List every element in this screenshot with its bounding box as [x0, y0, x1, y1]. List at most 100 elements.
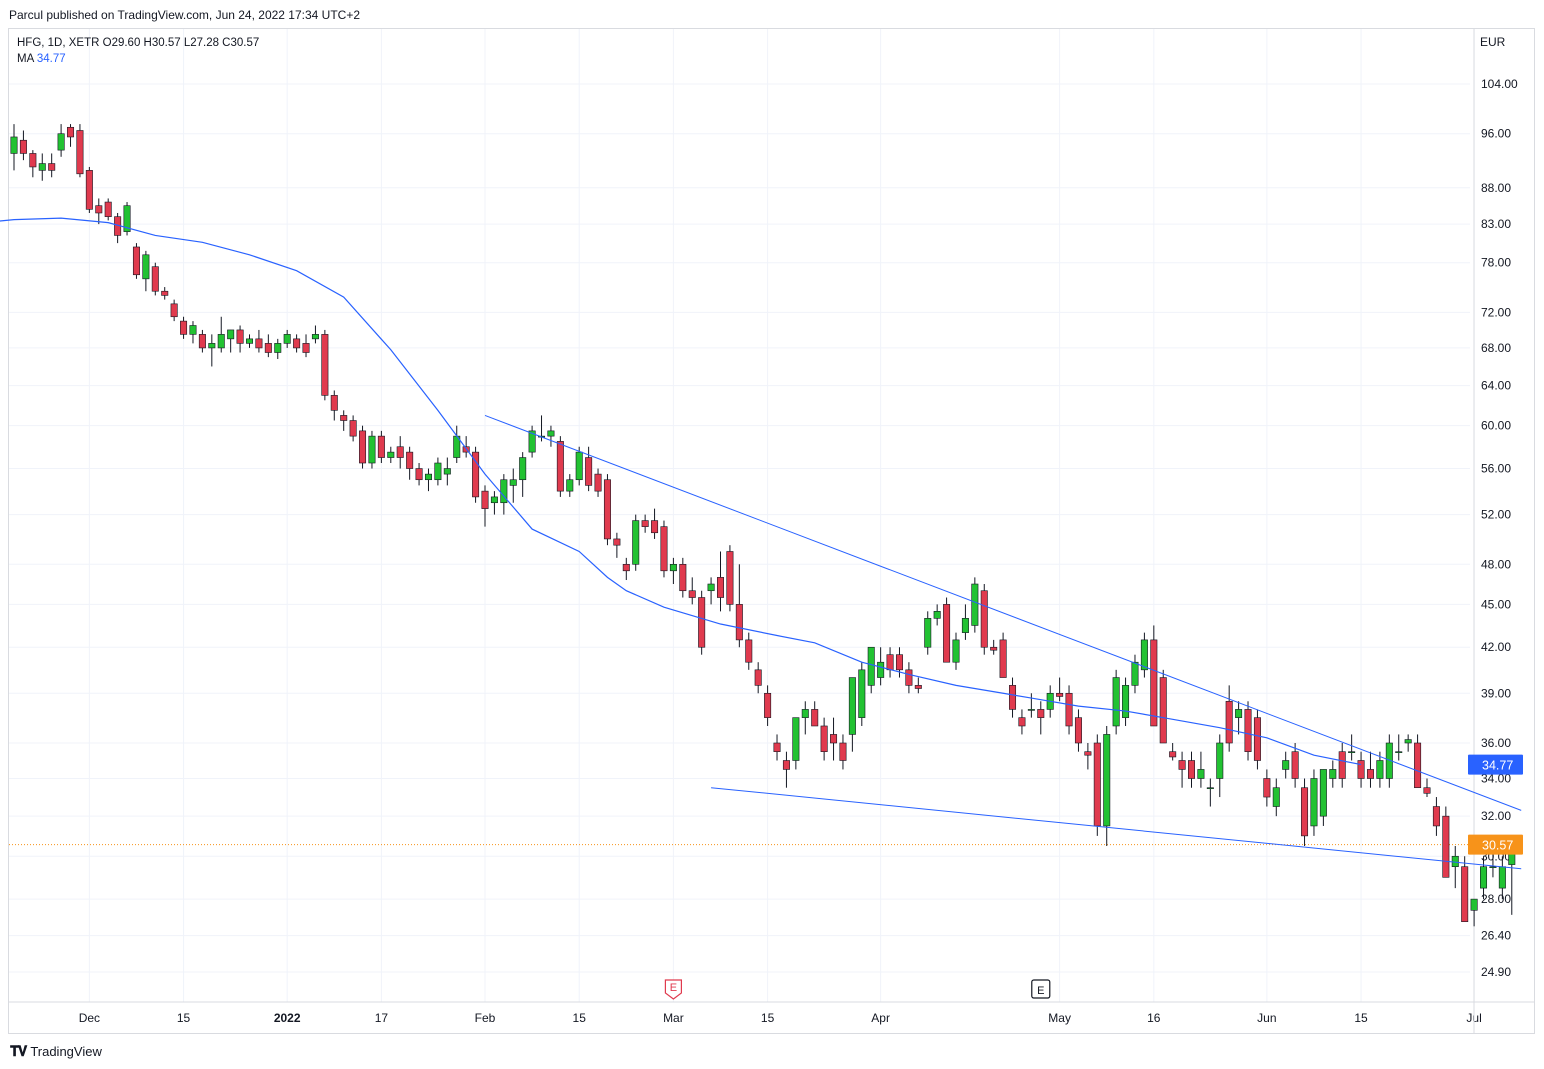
- candle-down: [698, 597, 706, 648]
- candle-down: [264, 343, 272, 353]
- tradingview-logo-icon: 𝐓𝐕: [10, 1043, 27, 1059]
- footer-brand[interactable]: 𝐓𝐕 TradingView: [10, 1043, 102, 1060]
- candle-up: [246, 338, 254, 344]
- candle-down: [830, 734, 838, 744]
- candle-down: [151, 266, 159, 292]
- candle-down: [1009, 685, 1017, 710]
- candle-down: [839, 742, 847, 761]
- candle-down: [180, 320, 188, 335]
- candle-up: [434, 462, 442, 481]
- candle-up: [490, 496, 498, 504]
- candle-up: [566, 479, 574, 492]
- candle-up: [519, 457, 527, 481]
- ma-legend-line[interactable]: MA 34.77: [17, 51, 259, 67]
- candle-down: [622, 563, 630, 572]
- candle-up: [311, 334, 319, 340]
- candle-down: [1253, 717, 1261, 761]
- candle-down: [980, 590, 988, 648]
- currency-label[interactable]: EUR: [1480, 35, 1506, 49]
- earnings-marker-icon: E: [664, 979, 682, 1000]
- candle-down: [19, 139, 27, 154]
- candle-down: [293, 338, 301, 349]
- ma-price-tag: 34.77: [1468, 754, 1523, 775]
- candle-down: [1159, 677, 1167, 744]
- candle-down: [1169, 751, 1177, 758]
- candle-down: [161, 290, 169, 296]
- candle-up: [801, 709, 809, 718]
- candle-up: [1131, 661, 1139, 686]
- candle-down: [1188, 760, 1196, 779]
- last-price-tag: 30.57: [1468, 834, 1523, 855]
- candle-up: [1235, 709, 1243, 718]
- y-tick-label: 42.00: [1481, 640, 1511, 654]
- candle-down: [359, 430, 367, 464]
- y-tick-label: 48.00: [1481, 557, 1511, 571]
- candle-down: [603, 479, 611, 540]
- candle-down: [1461, 866, 1469, 923]
- candle-up: [142, 254, 150, 280]
- ma-legend-label: MA: [17, 53, 34, 65]
- x-tick-label: 15: [177, 1011, 191, 1025]
- candle-down: [754, 669, 762, 686]
- candle-down: [782, 760, 790, 770]
- candle-down: [688, 590, 696, 598]
- candle-up: [528, 430, 536, 453]
- candle-down: [811, 709, 819, 727]
- candle-down: [651, 520, 659, 534]
- candle-down: [198, 334, 206, 349]
- candle-up: [952, 639, 960, 663]
- candle-up: [509, 479, 517, 486]
- candle-up: [575, 451, 583, 481]
- y-tick-label: 56.00: [1481, 462, 1511, 476]
- candle-down: [1037, 709, 1045, 718]
- footer-brand-text: TradingView: [30, 1044, 102, 1059]
- lower-trendline: [711, 787, 1522, 870]
- candle-down: [330, 395, 338, 411]
- candle-down: [406, 451, 414, 469]
- candle-up: [924, 618, 932, 648]
- candle-up: [368, 435, 376, 464]
- earnings-marker-label: E: [670, 982, 677, 994]
- chart-frame[interactable]: [8, 28, 1535, 1034]
- candle-down: [1225, 700, 1233, 744]
- candle-down: [236, 329, 244, 344]
- x-tick-label: Feb: [475, 1011, 496, 1025]
- candle-up: [443, 468, 451, 475]
- candle-down: [67, 126, 75, 138]
- candle-down: [349, 420, 357, 437]
- candle-down: [1244, 709, 1252, 752]
- candle-down: [1093, 742, 1101, 827]
- candle-up: [283, 334, 291, 344]
- price-tag-label: 30.57: [1482, 839, 1513, 853]
- candle-down: [556, 441, 564, 492]
- candle-down: [943, 604, 951, 663]
- candle-up: [57, 133, 65, 151]
- candle-down: [1357, 760, 1365, 779]
- candle-down: [1301, 787, 1309, 837]
- candle-down: [1423, 787, 1431, 794]
- y-tick-label: 26.40: [1481, 929, 1511, 943]
- candle-up: [971, 583, 979, 626]
- candle-up: [1329, 769, 1337, 779]
- candle-up: [1027, 709, 1035, 711]
- x-tick-label: 2022: [274, 1011, 301, 1025]
- candle-down: [1366, 769, 1374, 779]
- chart-legend: HFG, 1D, XETR O29.60 H30.57 L27.28 C30.5…: [17, 35, 259, 67]
- candle-down: [594, 473, 602, 492]
- x-tick-label: 15: [761, 1011, 775, 1025]
- candle-down: [104, 201, 112, 217]
- publisher-line: Parcul published on TradingView.com, Jun…: [9, 8, 360, 22]
- candle-up: [1385, 742, 1393, 779]
- candle-up: [123, 205, 131, 232]
- x-tick-label: Mar: [663, 1011, 684, 1025]
- candle-up: [38, 163, 46, 171]
- candle-up: [632, 520, 640, 565]
- candle-up: [547, 430, 555, 437]
- earnings-marker-icon: E: [1031, 979, 1051, 999]
- candle-down: [773, 742, 781, 752]
- x-tick-label: Apr: [871, 1011, 890, 1025]
- candle-down: [132, 246, 140, 276]
- candle-down: [735, 604, 743, 641]
- candle-up: [227, 329, 235, 340]
